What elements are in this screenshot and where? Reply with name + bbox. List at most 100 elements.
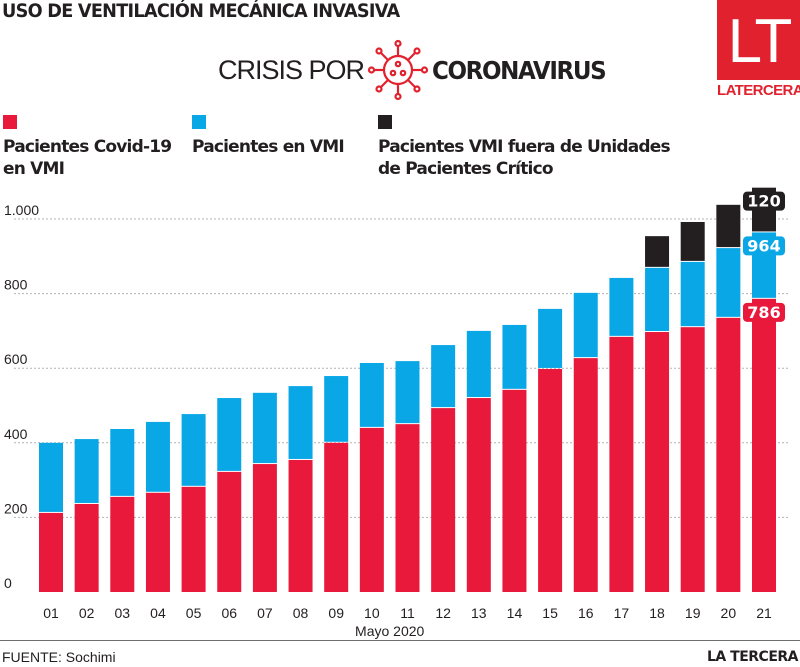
data-label-964: 964 [747,236,780,255]
bar-vmi-18 [645,267,670,332]
bar-vmi-12 [431,345,456,408]
bar-covid-07 [252,464,277,592]
legend-label-outside-icu-line2: de Pacientes Crítico [378,159,554,179]
y-tick-label-400: 400 [4,426,28,442]
bar-vmi-17 [609,277,634,336]
bar-covid-14 [502,389,527,592]
bar-covid-03 [110,496,135,592]
source-note: FUENTE: Sochimi [2,649,116,665]
la-tercera-logo: LT [717,0,800,80]
bar-covid-21 [752,298,776,592]
bar-vmi-06 [217,398,242,471]
x-tick-label-16: 16 [578,605,594,621]
bar-vmi-07 [252,392,277,464]
bar-covid-02 [74,503,99,592]
bar-vmi-03 [110,428,135,496]
legend-label-covid-line2: en VMI [3,159,65,179]
x-tick-label-11: 11 [400,605,415,621]
x-tick-label-05: 05 [186,605,202,621]
bar-vmi-08 [288,386,313,459]
data-label-bg-964 [743,236,785,256]
x-tick-label-14: 14 [507,605,523,621]
bar-covid-05 [181,486,206,592]
x-tick-label-07: 07 [257,605,273,621]
y-tick-label-1000: 1.000 [4,202,39,218]
bar-outside-icu-18 [645,236,670,267]
x-axis-title: Mayo 2020 [355,623,424,639]
y-tick-label-0: 0 [4,575,12,591]
chart-canvas: 0 200 400 600 800 1.000 01 02 03 04 05 06 07 08 09 10 11… [4,187,790,639]
bar-covid-11 [395,424,420,592]
bar-covid-17 [609,336,634,592]
bar-vmi-15 [538,308,563,368]
bar-covid-16 [573,358,598,592]
data-label-bg-786 [743,302,785,322]
x-tick-label-19: 19 [685,605,701,621]
y-tick-label-200: 200 [4,500,28,516]
bar-vmi-10 [359,362,384,427]
bar-outside-icu-19 [680,221,705,261]
x-tick-label-20: 20 [721,605,737,621]
bar-covid-15 [538,368,563,592]
bar-covid-09 [324,442,349,592]
bar-vmi-01 [39,442,63,512]
bar-covid-12 [431,408,456,592]
data-label-bg-120 [743,191,785,211]
x-tick-label-02: 02 [79,605,95,621]
x-tick-label-17: 17 [614,605,630,621]
bar-vmi-11 [395,361,420,424]
section-kicker: CRISIS POR CORONAVIRUS [218,39,620,101]
x-tick-label-04: 04 [150,605,166,621]
x-tick-label-01: 01 [43,605,59,621]
legend-item-covid: Pacientes Covid-19 en VMI [3,115,172,180]
kicker-topic: CORONAVIRUS [432,55,607,85]
x-tick-label-10: 10 [364,605,380,621]
bar-vmi-09 [324,376,349,442]
x-tick-label-13: 13 [471,605,487,621]
legend-item-outside-icu: Pacientes VMI fuera de Unidades de Pacie… [378,115,671,180]
bar-vmi-14 [502,324,527,389]
data-label-786: 786 [747,303,780,322]
y-tick-label-600: 600 [4,351,28,367]
stacked-bar-chart: 0 200 400 600 800 1.000 01 02 03 04 05 06 07 08 09 10 11… [0,180,800,640]
legend-item-vmi: Pacientes en VMI [192,115,345,158]
bar-covid-06 [217,471,242,592]
bar-covid-19 [680,327,705,592]
bar-vmi-13 [466,330,491,398]
y-tick-label-800: 800 [4,277,28,293]
chart-title: USO DE VENTILACIÓN MECÁNICA INVASIVA [2,0,400,22]
legend-swatch-covid [3,115,17,129]
x-tick-label-21: 21 [756,605,772,621]
bar-covid-10 [359,427,384,592]
footer-divider [0,640,800,641]
bar-covid-01 [39,512,63,592]
logo-name: LATERCERA [717,82,800,99]
bar-outside-icu-20 [716,204,741,248]
legend-label-vmi: Pacientes en VMI [192,137,345,157]
x-tick-label-18: 18 [649,605,665,621]
legend-swatch-vmi [192,115,206,129]
x-tick-label-09: 09 [328,605,344,621]
bar-covid-13 [466,398,491,592]
bar-vmi-05 [181,414,206,486]
bar-vmi-16 [573,292,598,358]
legend-swatch-outside-icu [378,115,392,129]
virus-icon [367,39,429,101]
bar-vmi-04 [145,421,170,492]
legend-label-outside-icu-line1: Pacientes VMI fuera de Unidades [378,137,671,157]
publisher-brand: LA TERCERA [707,649,798,665]
x-tick-label-06: 06 [221,605,237,621]
bar-vmi-02 [74,439,99,503]
data-label-120: 120 [747,192,780,211]
legend-label-covid-line1: Pacientes Covid-19 [3,137,172,157]
bar-covid-18 [645,332,670,592]
x-tick-label-08: 08 [293,605,309,621]
x-tick-label-12: 12 [435,605,451,621]
logo-mark: LT [727,7,793,76]
x-tick-label-15: 15 [542,605,558,621]
bar-covid-20 [716,317,741,592]
bar-covid-08 [288,459,313,592]
bar-vmi-20 [716,248,741,317]
x-tick-label-03: 03 [115,605,131,621]
kicker-prefix: CRISIS POR [218,54,365,85]
